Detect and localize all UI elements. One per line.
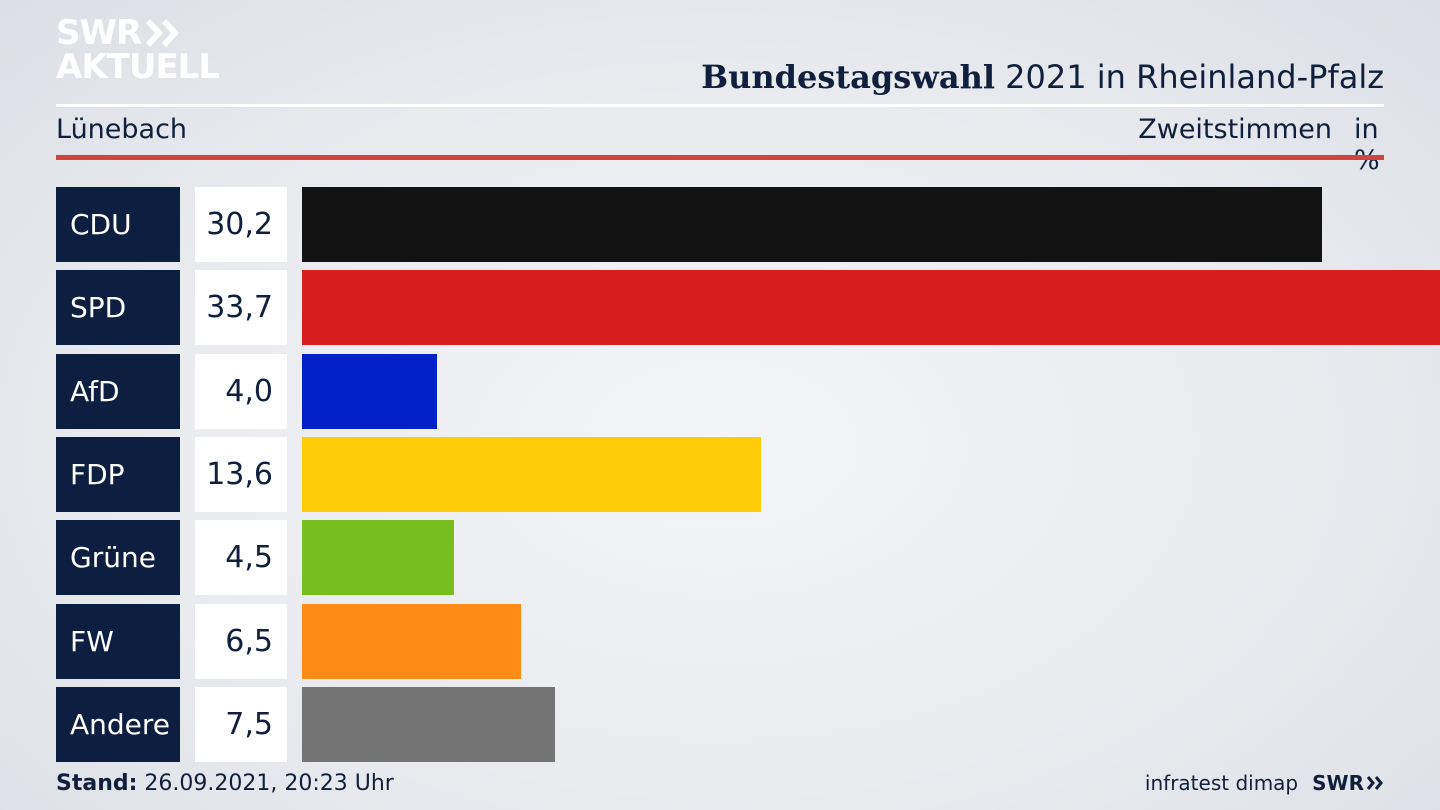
party-label: FW (56, 603, 180, 679)
value-label: 4,5 (195, 520, 287, 596)
chart-title-bold: Bundestagswahl (701, 58, 995, 96)
footer-brand: SWR (1312, 771, 1384, 795)
party-label: CDU (56, 187, 180, 262)
swr-aktuell-logo: SWR AKTUELL (56, 13, 220, 87)
footer-brand-text: SWR (1312, 771, 1364, 795)
party-label: FDP (56, 436, 180, 512)
accent-divider (56, 155, 1384, 160)
logo-line2: AKTUELL (56, 47, 220, 87)
bar (302, 187, 1322, 262)
bar (302, 270, 1440, 346)
bar (302, 353, 438, 429)
measure-label: Zweitstimmen (1138, 114, 1332, 145)
double-chevron-right-icon (145, 18, 180, 48)
stand-label: Stand: (56, 771, 138, 796)
value-label: 30,2 (195, 187, 287, 262)
bar (302, 686, 556, 762)
bar (302, 436, 762, 512)
chart-title: Bundestagswahl 2021 in Rheinland-Pfalz (701, 58, 1384, 96)
value-label: 4,0 (195, 353, 287, 429)
chart-title-rest: 2021 in Rheinland-Pfalz (995, 58, 1384, 96)
timestamp: Stand: 26.09.2021, 20:23 Uhr (56, 771, 394, 796)
stand-value: 26.09.2021, 20:23 Uhr (137, 771, 394, 796)
party-label: AfD (56, 353, 180, 429)
bar (302, 603, 522, 679)
header-divider (56, 104, 1384, 107)
logo-line1: SWR (56, 13, 142, 53)
party-label: Grüne (56, 520, 180, 596)
unit-label: in % (1354, 114, 1380, 176)
party-label: SPD (56, 270, 180, 346)
value-label: 13,6 (195, 436, 287, 512)
source-label: infratest dimap (1144, 771, 1299, 795)
footer-chevron-icon (1366, 776, 1383, 790)
party-label: Andere (56, 686, 180, 762)
location-subtitle: Lünebach (56, 114, 188, 145)
bar (302, 520, 454, 596)
footer-source: infratest dimap SWR (1145, 771, 1384, 795)
value-label: 6,5 (195, 603, 287, 679)
value-label: 33,7 (195, 270, 287, 346)
value-label: 7,5 (195, 686, 287, 762)
